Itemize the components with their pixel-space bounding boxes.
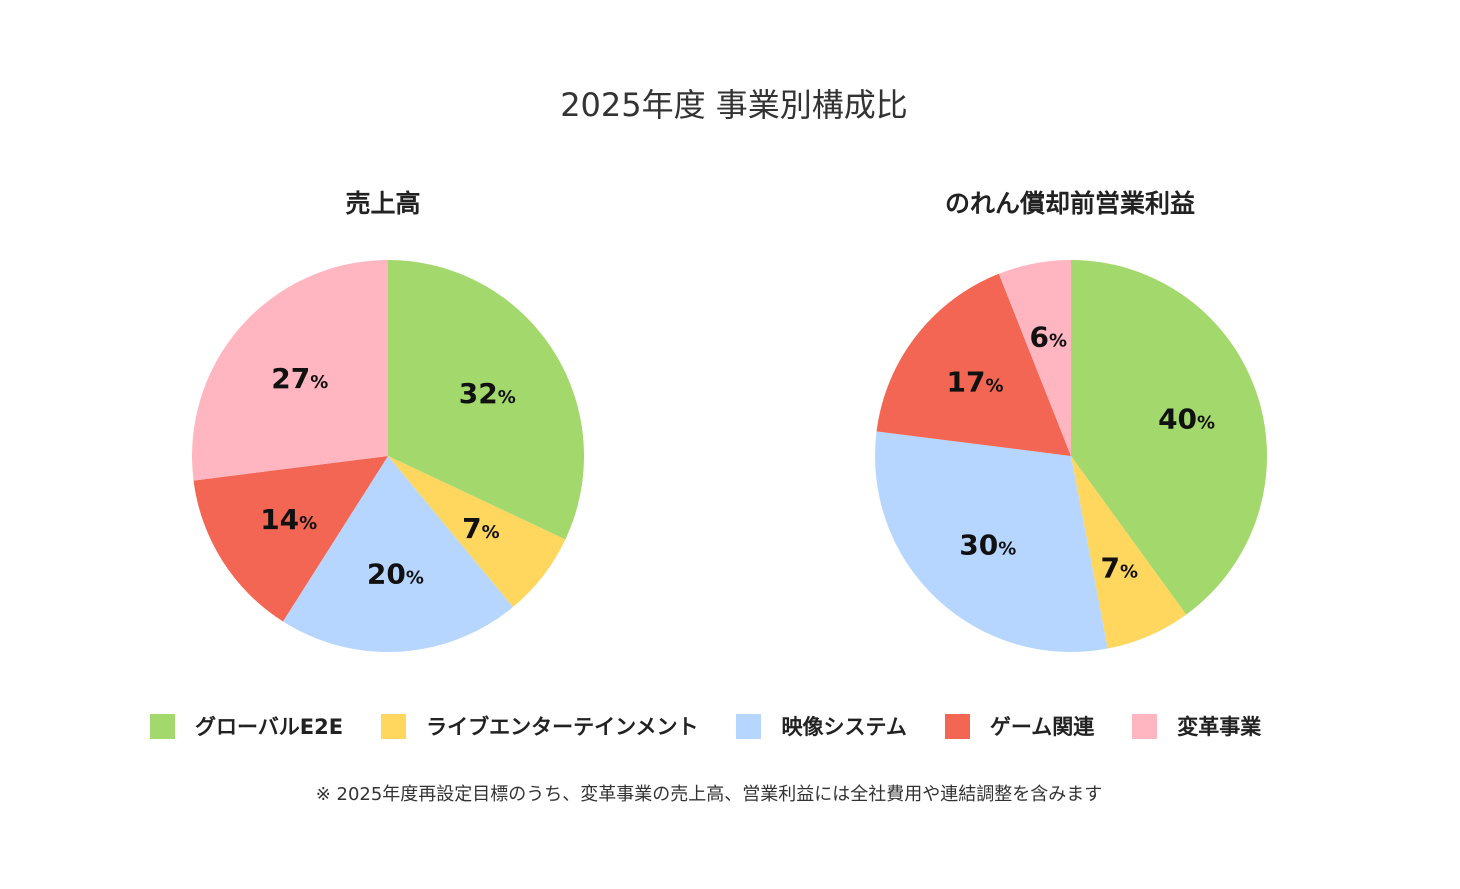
pie-operating-profit-label-3: 17% (946, 366, 1003, 399)
pie-operating-profit-label-1: 7% (1100, 552, 1138, 585)
pie-sales-label-0: 32% (459, 377, 516, 410)
pie-operating-profit-label-2: 30% (959, 529, 1016, 562)
legend-label: 映像システム (781, 715, 907, 739)
pie-sales-label-3: 14% (260, 503, 317, 536)
pie-sales-slice-2 (282, 456, 513, 652)
legend-label: ライブエンターテインメント (426, 715, 699, 739)
legend-label: 変革事業 (1177, 715, 1262, 739)
pie-operating-profit-label-0: 40% (1158, 402, 1215, 435)
chart-main-title: 2025年度 事業別構成比 (560, 86, 908, 124)
legend-label: ゲーム関連 (989, 715, 1095, 739)
pie-operating-profit-label-4: 6% (1029, 321, 1067, 354)
legend-item: グローバルE2E (150, 711, 343, 741)
pie-operating-profit-slice-2 (875, 431, 1108, 652)
pie-title-operating-profit: のれん償却前営業利益 (944, 189, 1195, 218)
pie-sales-label-2: 20% (367, 557, 424, 590)
legend-swatch (736, 713, 762, 739)
pie-operating-profit-slice-1 (1071, 456, 1187, 649)
pie-sales-slice-1 (388, 456, 566, 608)
pie-sales-slice-3 (193, 456, 388, 622)
footnote: ※ 2025年度再設定目標のうち、変革事業の売上高、営業利益には全社費用や連結調… (315, 784, 1103, 805)
legend-swatch (944, 713, 970, 739)
pie-sales-slice-0 (388, 260, 584, 540)
legend-swatch (150, 713, 175, 739)
pie-sales-label-4: 27% (271, 362, 328, 395)
legend-label: グローバルE2E (195, 715, 344, 739)
pie-operating-profit-slice-4 (998, 260, 1071, 456)
legend-swatch (381, 713, 407, 739)
pie-title-sales: 売上高 (345, 189, 421, 218)
pie-operating-profit-slice-3 (876, 273, 1071, 456)
legend-item: ライブエンターテインメント (381, 711, 698, 741)
legend-swatch (1132, 713, 1158, 739)
legend-item: 変革事業 (1132, 711, 1261, 741)
pie-operating-profit-slice-0 (1071, 260, 1267, 615)
pie-sales-slice-4 (191, 260, 388, 481)
legend-item: ゲーム関連 (944, 711, 1095, 741)
legend-item: 映像システム (736, 711, 907, 741)
pie-sales-label-1: 7% (462, 512, 500, 545)
legend: グローバルE2E ライブエンターテインメント 映像システム ゲーム関連 変革事業 (150, 708, 1299, 744)
